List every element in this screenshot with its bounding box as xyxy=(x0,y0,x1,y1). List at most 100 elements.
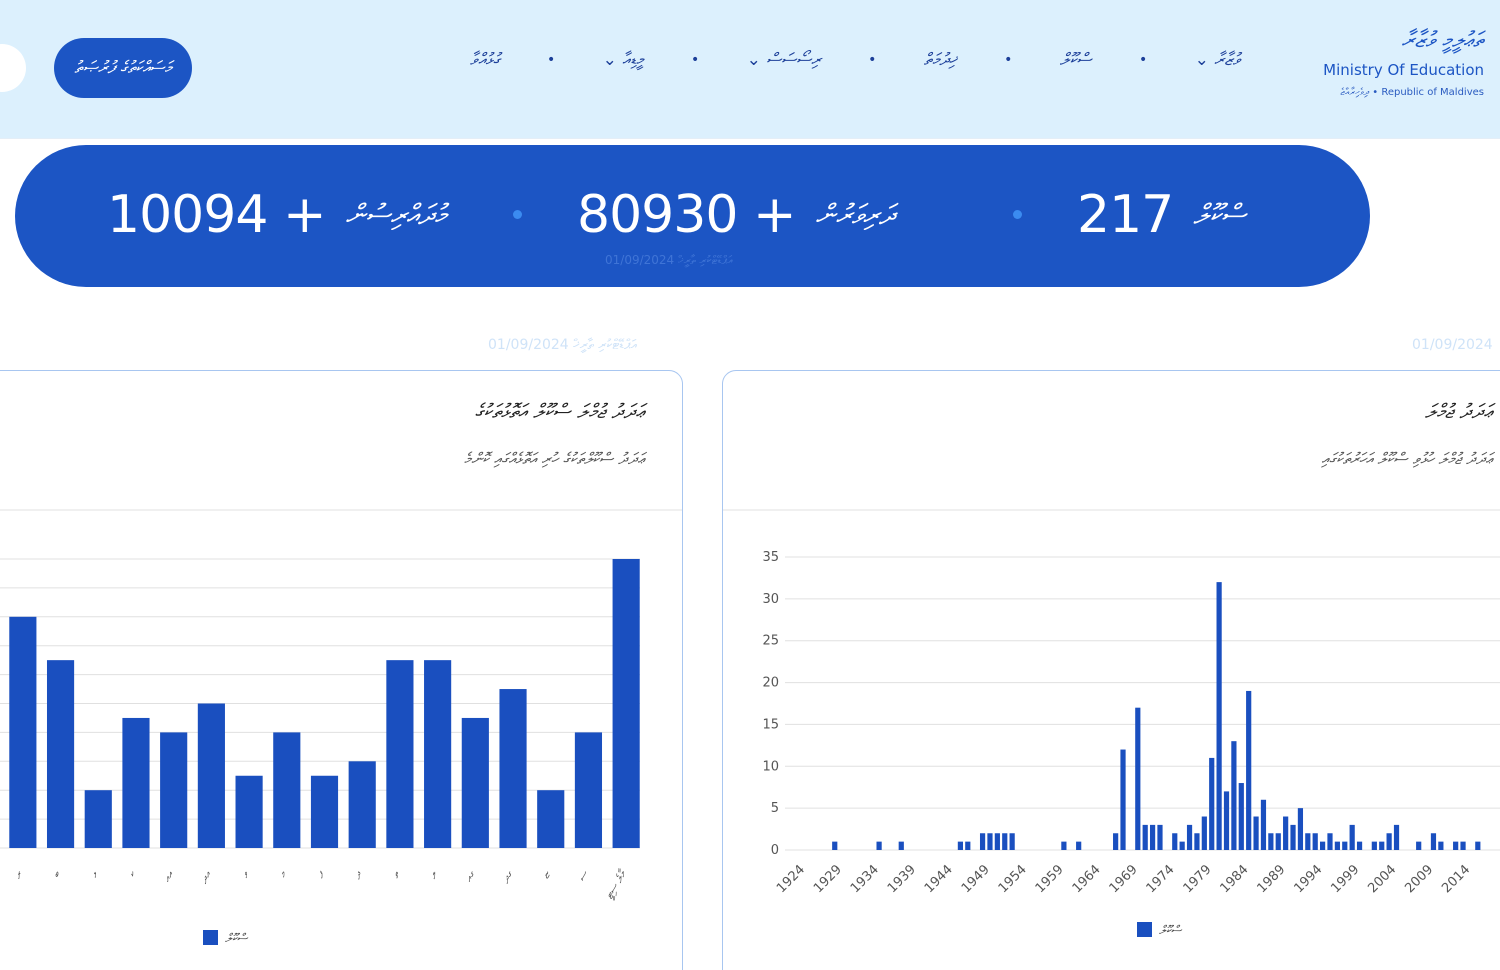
x-tick-label: 1989 xyxy=(1254,862,1288,896)
nav-item[interactable]: މީޑިއާ ⌄ xyxy=(602,50,644,70)
bar xyxy=(876,841,882,850)
bar xyxy=(1253,816,1259,850)
bar xyxy=(1268,833,1274,850)
x-tick-label: ކ xyxy=(125,868,139,880)
x-tick-label: 1944 xyxy=(922,862,956,896)
bar xyxy=(1113,833,1119,850)
bar xyxy=(9,616,37,848)
bar xyxy=(46,660,75,848)
bar xyxy=(832,841,838,850)
nav-item[interactable]: ގުޅުއްވާ xyxy=(470,50,500,70)
menu-toggle[interactable] xyxy=(0,44,26,92)
nav: ވުޒާރާ ⌄ • ސްކޫލް • ޚިދުމަތް • ރިސޯސަސް ⌄ • … xyxy=(470,50,1240,70)
bar xyxy=(1297,808,1304,850)
bar xyxy=(574,732,603,848)
nav-item[interactable]: ސްކޫލް xyxy=(1059,50,1092,70)
x-tick-label: ލ xyxy=(426,868,441,881)
y-tick-label: 15 xyxy=(762,717,779,732)
bar xyxy=(898,841,904,850)
logo[interactable]: ތަޢުލީމީ ވުޒާރާ Ministry Of Education ދި… xyxy=(1323,28,1484,98)
bar xyxy=(1416,841,1422,850)
bar xyxy=(1349,824,1355,850)
bar xyxy=(386,660,414,848)
bar xyxy=(1238,783,1244,850)
x-tick-label: ޅ xyxy=(87,868,101,880)
bar xyxy=(122,717,150,848)
x-tick-label: 1964 xyxy=(1070,862,1104,896)
bar xyxy=(1327,833,1333,850)
bar xyxy=(1275,833,1281,850)
y-tick-label: 20 xyxy=(762,676,779,691)
bar xyxy=(537,790,565,848)
nav-item[interactable]: ވުޒާރާ ⌄ xyxy=(1194,50,1240,70)
x-tick-label: 1929 xyxy=(811,862,845,896)
x-tick-label: ދ xyxy=(350,868,366,882)
bar xyxy=(1312,833,1318,850)
x-tick-label: 1939 xyxy=(885,862,919,896)
bar xyxy=(1231,741,1237,850)
x-tick-label: އދ xyxy=(196,868,214,886)
bar xyxy=(1009,833,1015,850)
bar xyxy=(1260,799,1267,850)
bar xyxy=(1393,824,1400,850)
x-tick-label: 1974 xyxy=(1144,862,1178,896)
stat: 10094 + މުދައްރިސުން xyxy=(107,185,447,245)
bar xyxy=(197,703,225,848)
x-tick-label: ގއ xyxy=(462,868,479,884)
bar xyxy=(1135,707,1141,850)
x-tick-label: ތ xyxy=(389,868,404,881)
legend-swatch xyxy=(1137,922,1152,937)
bar xyxy=(1356,841,1363,850)
bar xyxy=(1186,824,1193,850)
x-tick-label: 1984 xyxy=(1218,862,1252,896)
bar xyxy=(499,689,527,848)
stat-label: ސްކޫލް xyxy=(1193,198,1246,231)
chart-date: 01/09/2024 xyxy=(1412,337,1493,353)
chart: ޢަދަދު ޖުމްލަ ޢަދަދު ޖުމްލަ ހުޅުވި ސްކޫލް… xyxy=(723,399,1500,937)
bar xyxy=(1430,833,1437,850)
stat-value: 80930 + xyxy=(577,185,797,245)
logo-subtitle: ދިވެހިރާއްޖެ • Republic of Maldives xyxy=(1340,87,1484,98)
x-tick-label: ރ xyxy=(11,868,26,881)
bar xyxy=(1371,841,1377,850)
bar xyxy=(1149,824,1156,850)
bar xyxy=(424,660,452,848)
x-tick-label: 1959 xyxy=(1033,862,1067,896)
bar xyxy=(1002,833,1008,850)
y-tick-label: 0 xyxy=(771,843,779,858)
bar xyxy=(1319,841,1326,850)
x-tick-label: ބ xyxy=(49,868,63,880)
chart-title: ޢަދަދު ޖުމްލަ ސްކޫލް އަތޮޅުތަކުގެ xyxy=(475,399,648,423)
bar xyxy=(987,833,993,850)
bar xyxy=(1379,841,1385,850)
x-tick-label: ފ xyxy=(313,868,328,881)
nav-item[interactable]: ޚިދުމަތް xyxy=(923,50,957,70)
y-tick-label: 30 xyxy=(762,592,779,607)
bar xyxy=(235,775,263,848)
chart-subtitle: ޢަދަދު ޖުމްލަ ހުޅުވި ސްކޫލް އަހަރުތަކުގަ… xyxy=(1321,449,1496,468)
bar xyxy=(1283,816,1289,850)
x-tick-label: 2014 xyxy=(1439,862,1473,896)
chart: ޢަދަދު ޖުމްލަ ސްކޫލް އަތޮޅުތަކުގެ ޢަދަދު … xyxy=(0,399,682,945)
bar xyxy=(1157,824,1163,850)
bar xyxy=(979,833,986,850)
stat-label: ދަރިވަރުން xyxy=(815,198,894,231)
stats-date: 01/09/2024 އަޕްޑޭޓްކުރި ތާރީޚް xyxy=(605,253,734,267)
x-tick-label: 1924 xyxy=(774,862,808,896)
nav-separator: • xyxy=(1004,52,1013,68)
bar xyxy=(1194,833,1200,850)
header-button[interactable]: މަސައްކަތުގެ ފުރުޞަތު xyxy=(54,38,192,98)
x-tick-label: އއ xyxy=(160,868,177,884)
y-tick-label: 35 xyxy=(762,550,779,565)
x-tick-label: 1934 xyxy=(848,862,882,896)
bar xyxy=(1172,833,1178,850)
nav-item[interactable]: ރިސޯސަސް ⌄ xyxy=(746,50,821,70)
bar xyxy=(310,775,339,848)
bar xyxy=(1305,833,1311,850)
bar xyxy=(1460,841,1466,850)
bar xyxy=(461,717,489,848)
stat-value: 10094 + xyxy=(107,185,327,245)
chart-subtitle: ޢަދަދު ސްކޫލްތަކުގެ ހުރި އަތޮޅެއްގައި ކޮ… xyxy=(464,449,647,468)
x-tick-label: 1979 xyxy=(1181,862,1215,896)
header: މަސައްކަތުގެ ފުރުޞަތު ވުޒާރާ ⌄ • ސްކޫލް • … xyxy=(0,0,1500,139)
